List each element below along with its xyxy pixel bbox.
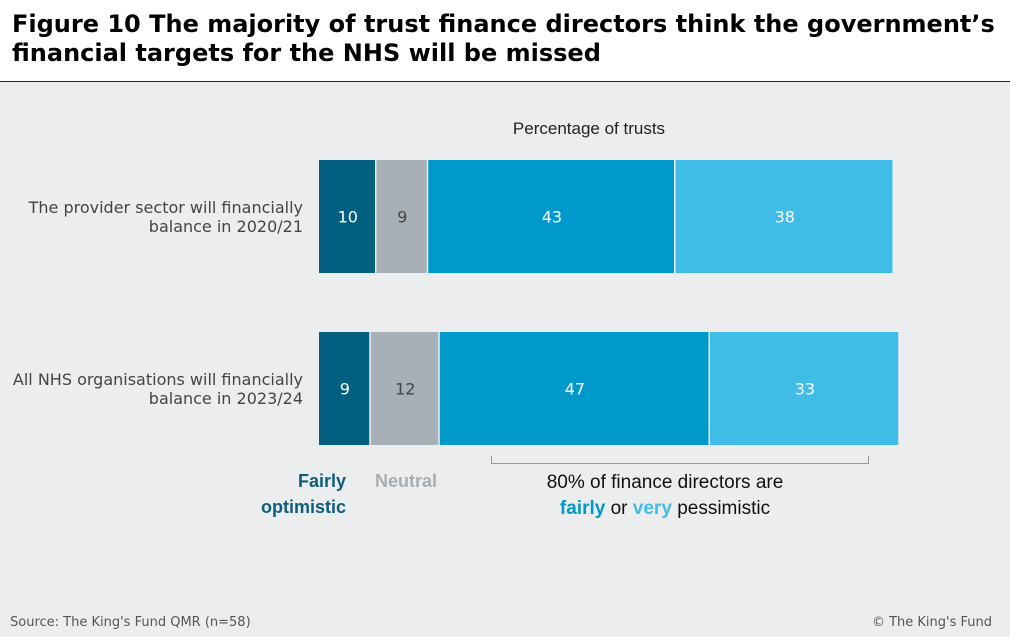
bar-data-label: 47 — [565, 380, 585, 399]
bar-data-label: 38 — [775, 208, 795, 227]
bar-data-label: 33 — [795, 380, 815, 399]
chart-title: Figure 10 The majority of trust finance … — [12, 10, 995, 67]
bar-segment-neutral — [370, 332, 439, 445]
copyright-note: © The King's Fund — [871, 615, 992, 630]
legend-neutral: Neutral — [374, 471, 437, 491]
annotation-fairly: fairly — [559, 498, 606, 519]
bar-data-label: 12 — [395, 380, 415, 399]
bar-segment-fairly-optimistic — [319, 332, 370, 445]
bar-segment-fairly-optimistic — [319, 160, 375, 273]
bar-segment-very-pessimistic — [675, 160, 893, 273]
bar-data-label: 43 — [542, 208, 562, 227]
pessimistic-bracket — [491, 456, 869, 464]
bar-data-label: 9 — [340, 380, 350, 399]
category-label: All NHS organisations will financially b… — [12, 370, 303, 408]
category-label: The provider sector will financially bal… — [28, 198, 303, 236]
title-divider — [0, 81, 1010, 82]
bar-segment-very-pessimistic — [710, 332, 899, 445]
x-axis-title: Percentage of trusts — [512, 119, 666, 138]
annotation-very: very — [632, 498, 672, 519]
source-note: Source: The King's Fund QMR (n=58) — [10, 615, 251, 630]
bar-segment-fairly-pessimistic — [439, 332, 709, 445]
bar-data-label: 10 — [338, 208, 358, 227]
legend-fairly-optimistic: Fairly optimistic — [260, 471, 346, 517]
bar-segment-fairly-pessimistic — [428, 160, 674, 273]
bar-data-label: 9 — [397, 208, 407, 227]
bar-segment-neutral — [376, 160, 427, 273]
pessimistic-annotation: 80% of finance directors are fairly or v… — [546, 472, 784, 519]
